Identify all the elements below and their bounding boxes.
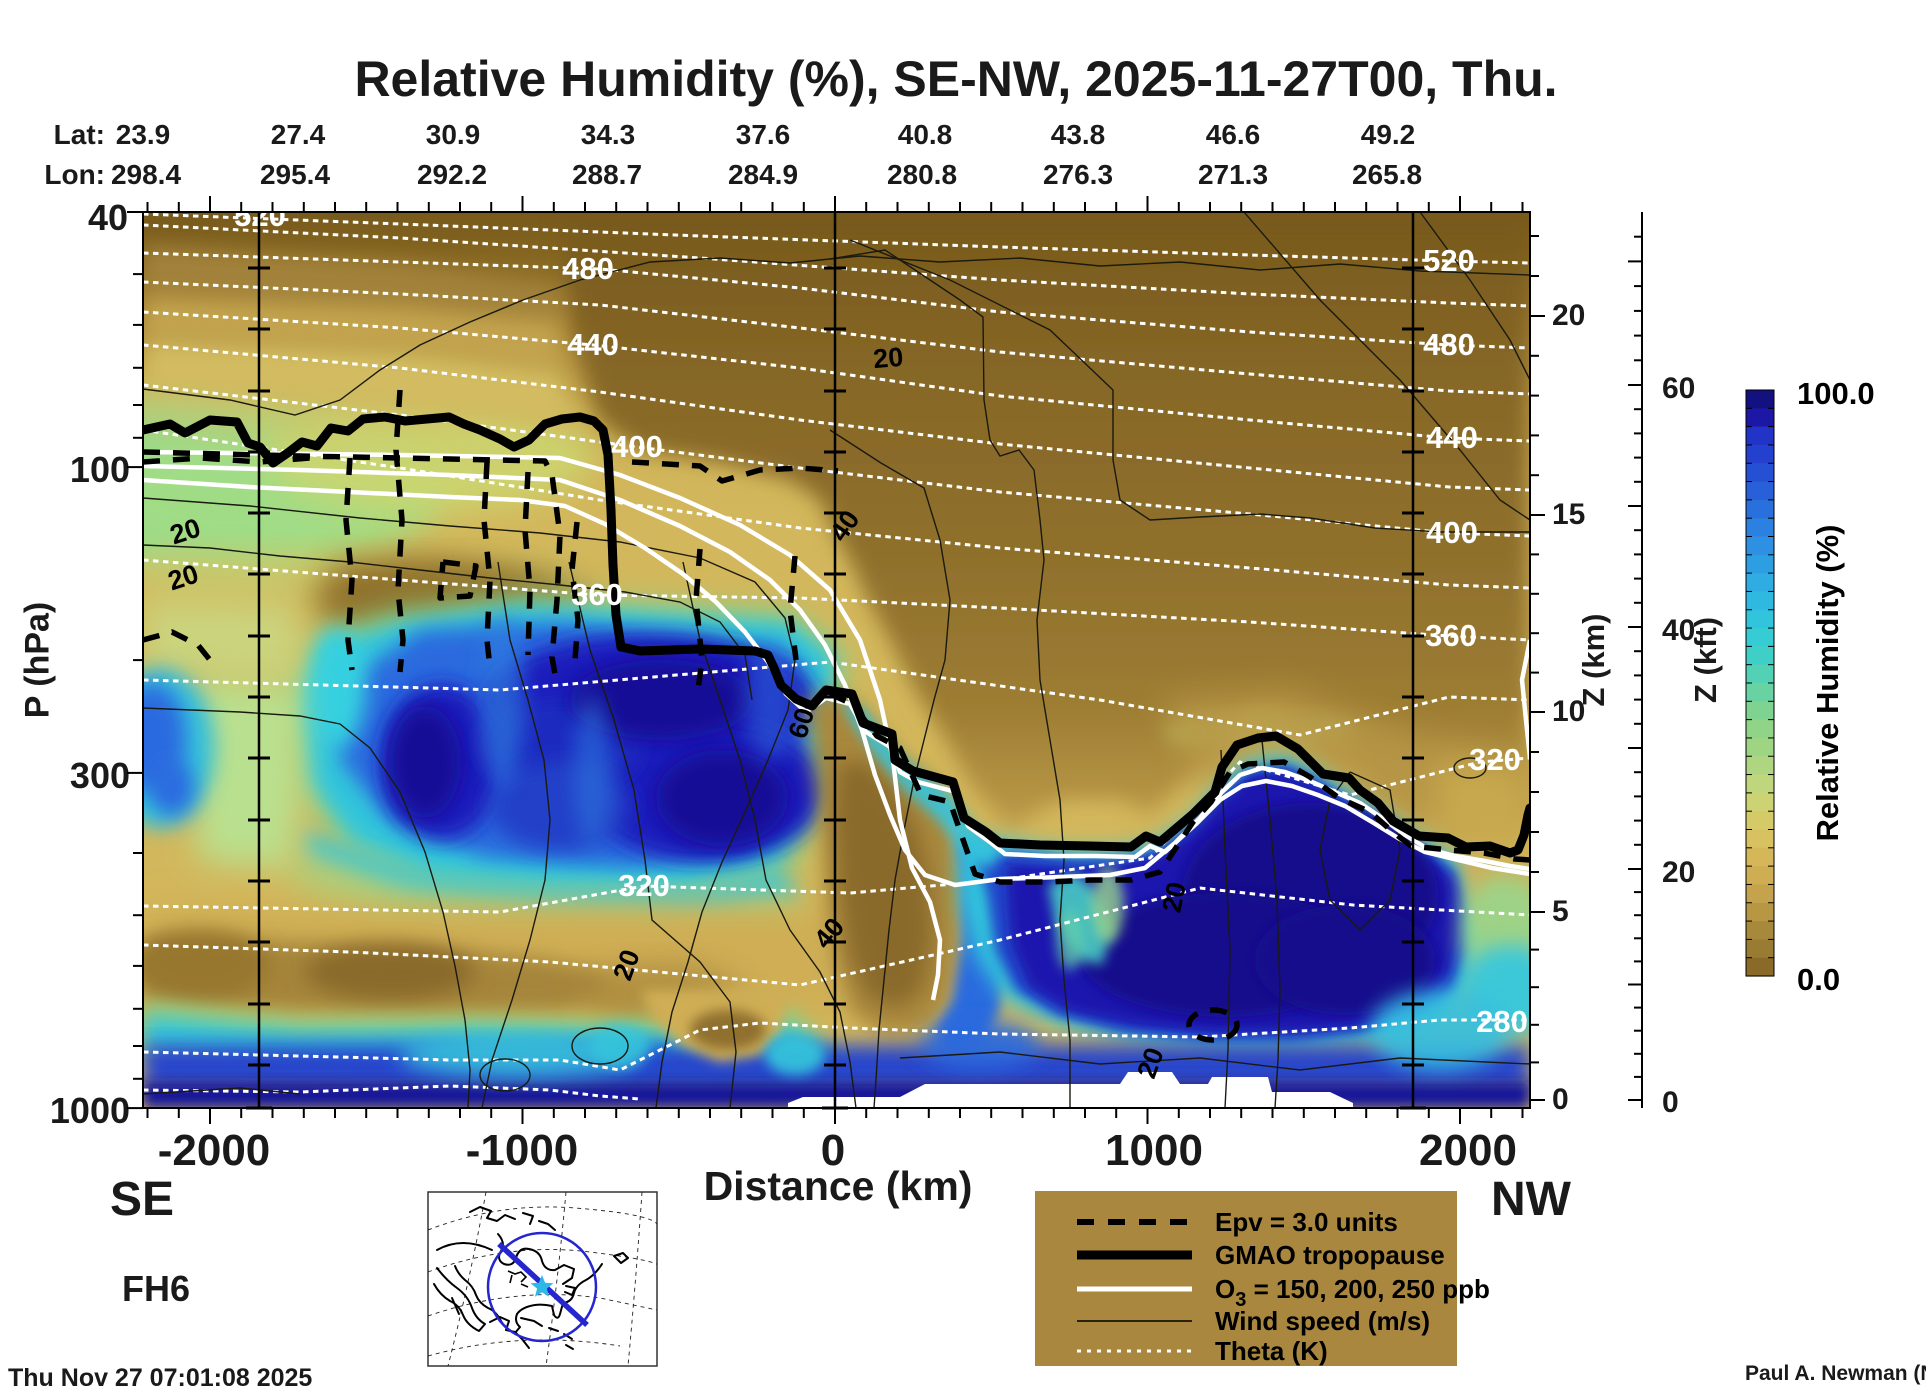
svg-text:0.0: 0.0 xyxy=(1797,962,1840,997)
svg-text:400: 400 xyxy=(611,429,663,464)
svg-text:Theta (K): Theta (K) xyxy=(1215,1336,1328,1366)
svg-text:480: 480 xyxy=(562,251,614,286)
svg-text:GMAO tropopause: GMAO tropopause xyxy=(1215,1240,1445,1270)
svg-text:320: 320 xyxy=(618,868,670,903)
svg-text:520: 520 xyxy=(1423,243,1475,278)
svg-text:Wind speed (m/s): Wind speed (m/s) xyxy=(1215,1306,1430,1336)
svg-text:360: 360 xyxy=(571,577,623,612)
svg-text:Relative Humidity (%): Relative Humidity (%) xyxy=(1810,525,1845,842)
svg-text:100.0: 100.0 xyxy=(1797,376,1875,411)
svg-text:440: 440 xyxy=(1426,420,1478,455)
svg-text:320: 320 xyxy=(1469,742,1521,777)
svg-text:360: 360 xyxy=(1425,618,1477,653)
svg-text:280: 280 xyxy=(1476,1004,1528,1039)
svg-text:20: 20 xyxy=(1156,879,1192,915)
svg-text:480: 480 xyxy=(1423,327,1475,362)
svg-text:440: 440 xyxy=(567,327,619,362)
svg-text:Epv = 3.0 units: Epv = 3.0 units xyxy=(1215,1207,1398,1237)
svg-text:400: 400 xyxy=(1426,515,1478,550)
svg-text:20: 20 xyxy=(872,342,905,375)
